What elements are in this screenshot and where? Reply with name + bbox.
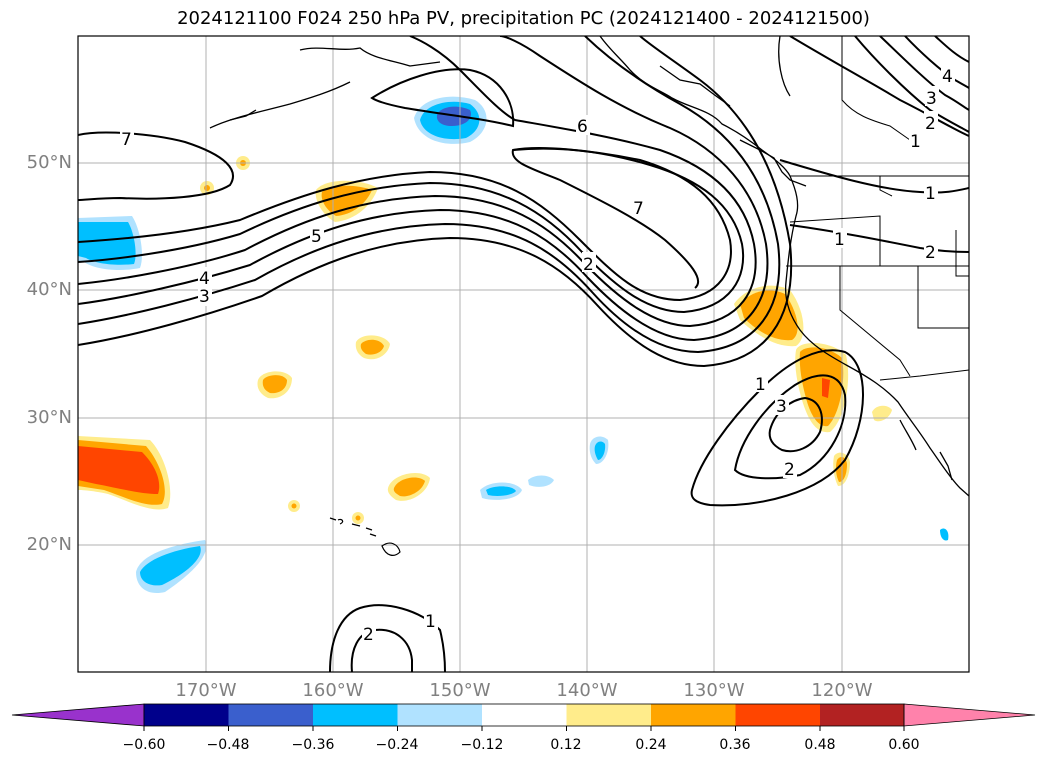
contour-label: 6 [577,117,588,137]
latitude-label: 30°N [26,407,72,428]
coastlines [209,36,969,497]
contour-label: 7 [633,199,644,219]
longitude-label: 160°W [302,680,364,701]
colorbar-bin [735,704,820,726]
colorbar-bin [482,704,567,726]
contour-label: 3 [776,397,787,417]
colorbar-bin [228,704,313,726]
colorbar-tick-label: −0.24 [375,737,419,753]
contour-label: 1 [425,612,436,632]
contour-label: 7 [121,130,132,150]
contour-label: 1 [925,184,936,204]
colorbar-tick-label: 0.24 [635,737,667,753]
colorbar-tick-label: 0.60 [888,737,920,753]
longitude-label: 170°W [175,680,237,701]
contour-label: 2 [363,625,374,645]
political-borders [786,36,969,381]
colorbar-tick-label: 0.48 [804,737,836,753]
colorbar-tick-label: −0.12 [460,737,504,753]
colorbar-tick-label: −0.60 [122,737,166,753]
latitude-label: 40°N [26,279,72,300]
contour-label: 4 [199,269,210,289]
latitude-label: 20°N [26,534,72,555]
longitude-label: 140°W [556,680,618,701]
contour-label: 3 [926,89,937,109]
colorbar-tick-label: 0.12 [550,737,582,753]
colorbar-extend-min [11,703,145,727]
contour-label: 1 [910,132,921,152]
colorbar-tick-label: 0.36 [719,737,751,753]
contour-label: 2 [583,255,594,275]
longitude-label: 130°W [683,680,745,701]
contour-label: 1 [834,230,845,250]
longitude-label: 150°W [429,680,491,701]
map-title: 2024121100 F024 250 hPa PV, precipitatio… [177,8,870,29]
longitude-label: 120°W [811,680,873,701]
contour-label: 5 [311,227,322,247]
colorbar-bin [313,704,398,726]
contour-label: 2 [784,460,795,480]
plot-frame [77,35,970,673]
colorbar-bin [566,704,651,726]
contour-label: 2 [925,114,936,134]
colorbar [11,703,1036,731]
pv-contours [78,36,969,672]
colorbar-extend-max [903,703,1036,727]
colorbar-tick-label: −0.36 [291,737,335,753]
colorbar-bin [651,704,736,726]
hawaii-islands [329,517,401,556]
colorbar-bin [397,704,482,726]
latitude-label: 50°N [26,152,72,173]
contour-label: 2 [925,243,936,263]
contour-label: 3 [199,287,210,307]
colorbar-bin [144,704,229,726]
colorbar-bin [820,704,905,726]
contour-label: 1 [755,375,766,395]
pv-contour-labels: 7 6 5 4 3 7 2 1 2 1 3 2 2 1 [121,67,953,645]
contour-label: 4 [942,67,953,87]
colorbar-tick-label: −0.48 [206,737,250,753]
